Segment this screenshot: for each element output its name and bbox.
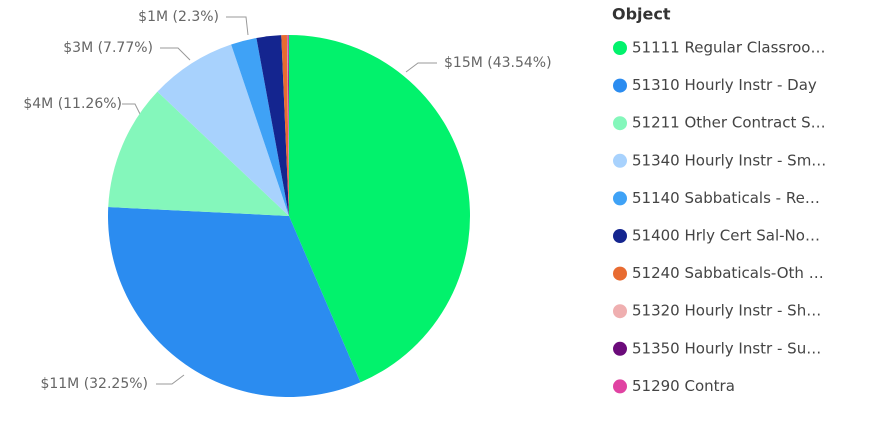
data-label: $1M (2.3%) [138,9,219,25]
legend-marker [613,153,627,168]
pie-slice [281,35,289,216]
data-label: $15M (43.54%) [444,55,552,71]
legend-marker [613,379,627,394]
legend-label: 51340 Hourly Instr - Sm… [632,151,826,169]
pie-slice [157,44,289,216]
legend-title: Object [612,5,671,24]
pie-slice [286,35,289,217]
pie-slice [287,35,289,217]
legend-marker [613,191,627,206]
pie-slice [108,91,289,216]
legend-label: 51290 Contra [632,377,735,395]
pie-slice [288,35,289,216]
legend-marker [613,266,627,281]
legend-label: 51320 Hourly Instr - Sh… [632,302,821,320]
legend-label: 51240 Sabbaticals-Oth … [632,264,824,282]
data-label: $4M (11.26%) [23,96,122,112]
leader-line [160,47,191,61]
data-label: $11M (32.25%) [40,376,148,392]
legend-marker [613,41,627,55]
data-label: $3M (7.77%) [63,40,153,56]
legend-marker [613,304,627,319]
legend-label: 51111 Regular Classroo… [632,39,825,57]
leader-line [156,374,185,385]
pie-slice [289,35,471,383]
legend-marker [613,229,627,243]
legend-label: 51400 Hrly Cert Sal-No… [632,227,820,245]
legend-label: 51310 Hourly Instr - Day [632,76,817,94]
legend-label: 51140 Sabbaticals - Re… [632,189,820,207]
legend-label: 51350 Hourly Instr - Su… [632,339,821,357]
legend-marker [613,116,627,131]
legend-label: 51211 Other Contract S… [632,114,826,132]
leader-line [226,16,249,36]
leader-line [122,103,141,115]
legend-marker [613,78,627,93]
pie-slice [256,35,289,217]
pie-slice [107,207,361,398]
leader-line [405,62,437,73]
legend-marker [613,341,627,356]
pie-slice [231,37,289,217]
